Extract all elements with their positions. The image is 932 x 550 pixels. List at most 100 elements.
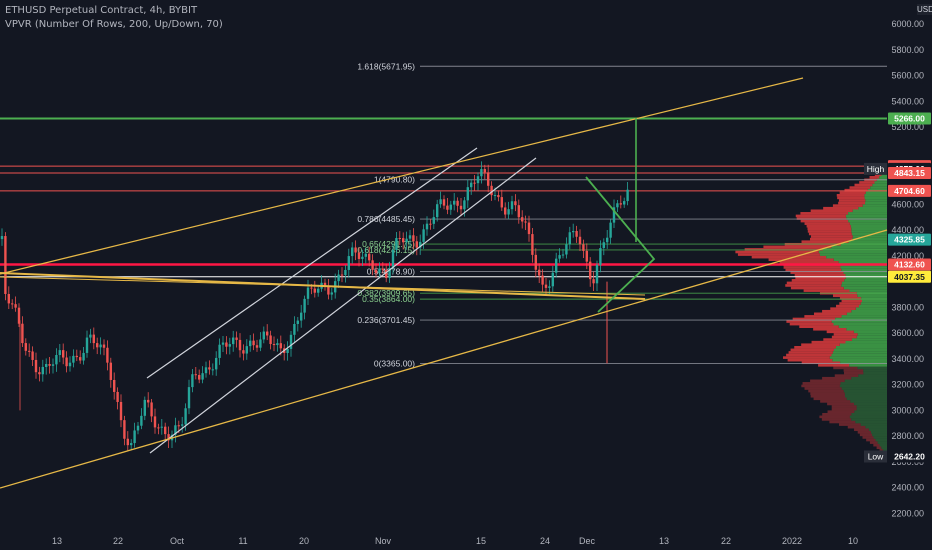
- vpvr-up-bar: [848, 240, 887, 243]
- price-badge-bg: [888, 258, 931, 271]
- vpvr-up-bar: [865, 201, 887, 205]
- time-tick-label: Nov: [375, 536, 392, 546]
- candle-body: [626, 189, 629, 202]
- candle-body: [459, 205, 463, 210]
- candle-body: [568, 232, 571, 245]
- candle-body: [187, 387, 191, 409]
- vpvr-up-bar: [864, 194, 887, 197]
- vpvr-down-bar: [843, 369, 864, 372]
- wedge-lower: [0, 229, 888, 489]
- candle-body: [398, 237, 401, 239]
- time-tick-label: 11: [238, 536, 247, 546]
- price-badge-tag: Low: [868, 451, 884, 461]
- time-tick-label: 13: [659, 536, 669, 546]
- vpvr-down-bar: [779, 260, 839, 264]
- vpvr-down-bar: [879, 449, 883, 452]
- candle-body: [351, 247, 354, 257]
- candle-body: [211, 369, 214, 371]
- candle-body: [245, 346, 248, 354]
- fib-level-label: 0.35(3864.00): [362, 294, 415, 304]
- price-tick-label: 3400.00: [891, 354, 924, 364]
- vpvr-down-bar: [831, 407, 857, 411]
- vpvr-down-bar: [876, 446, 882, 450]
- candle-body: [330, 292, 333, 295]
- vpvr-up-bar: [873, 436, 887, 439]
- candle-body: [582, 244, 585, 251]
- time-axis-panel: [0, 532, 887, 550]
- vpvr-up-bar: [858, 206, 887, 210]
- vpvr-down-bar: [783, 356, 830, 359]
- price-tick-label: 3600.00: [891, 328, 924, 338]
- vpvr-up-bar: [872, 433, 887, 437]
- candle-body: [174, 425, 177, 435]
- price-tick-label: 5400.00: [891, 96, 924, 106]
- currency-label: USD: [917, 4, 932, 15]
- vpvr-down-bar: [862, 436, 874, 439]
- candle-body: [575, 230, 578, 237]
- vpvr-down-bar: [859, 433, 873, 437]
- candle-body: [79, 357, 82, 361]
- vpvr-down-bar: [830, 307, 856, 310]
- candle-body: [276, 343, 279, 346]
- vpvr-down-bar: [832, 294, 858, 298]
- vpvr-up-bar: [852, 209, 887, 213]
- candle-body: [133, 430, 136, 444]
- vpvr-down-bar: [839, 191, 866, 195]
- candle-body: [119, 401, 123, 421]
- price-badge-bg: [888, 270, 931, 283]
- vpvr-down-bar: [866, 438, 876, 442]
- fib-level-label: 0.5(4078.90): [367, 266, 415, 276]
- candle-body: [150, 402, 153, 417]
- vpvr-down-bar: [787, 358, 833, 362]
- vpvr-up-bar: [879, 443, 887, 447]
- candle-body: [51, 364, 55, 366]
- vpvr-down-bar: [838, 199, 866, 202]
- candle-body: [218, 344, 221, 358]
- vpvr-up-bar: [833, 322, 887, 326]
- fib-level-label: 0.382(3909.65): [357, 288, 415, 298]
- vpvr-up-bar: [870, 431, 887, 434]
- candle-body: [266, 331, 269, 336]
- time-tick-label: 2022: [782, 536, 802, 546]
- vpvr-up-bar: [845, 273, 887, 277]
- price-tick-label: 4200.00: [891, 251, 924, 261]
- vpvr-up-bar: [850, 224, 887, 228]
- price-tick-label: 2200.00: [891, 508, 924, 518]
- vpvr-up-bar: [831, 353, 887, 357]
- vpvr-down-bar: [827, 402, 855, 406]
- vpvr-up-bar: [849, 364, 887, 367]
- trend-drawings: [0, 77, 888, 489]
- candle-body: [510, 201, 514, 210]
- candle-body: [612, 207, 616, 223]
- candle-body: [130, 443, 133, 446]
- time-tick-label: 24: [540, 536, 550, 546]
- vpvr-up-bar: [857, 366, 887, 370]
- candle-body: [313, 288, 316, 293]
- candle-body: [374, 269, 378, 274]
- vpvr-down-bar: [809, 237, 853, 241]
- vpvr-up-bar: [852, 237, 887, 241]
- candle-body: [599, 248, 602, 265]
- ascending-channel-upper: [146, 147, 478, 379]
- vpvr-up-bar: [850, 400, 887, 403]
- candle-body: [544, 284, 548, 288]
- vpvr-down-bar: [869, 175, 880, 179]
- vpvr-down-bar: [810, 209, 853, 213]
- time-axis[interactable]: 13 22 Oct 11 20 Nov 15 24 Dec 13 22 2022 10: [52, 536, 858, 546]
- vpvr-up-bar: [840, 361, 887, 365]
- vpvr-up-bar: [832, 358, 887, 362]
- vpvr-down-bar: [810, 235, 853, 238]
- candle-body: [160, 426, 163, 428]
- candle-body: [4, 236, 7, 294]
- candle-body: [364, 253, 367, 257]
- candle-body: [34, 359, 38, 373]
- vpvr-up-bar: [832, 351, 887, 354]
- vpvr-up-bar: [851, 338, 887, 341]
- vpvr-up-bar: [853, 330, 887, 334]
- candle-body: [419, 241, 422, 248]
- candle-body: [198, 374, 201, 380]
- candle-body: [228, 344, 231, 347]
- vpvr-up-bar: [848, 212, 887, 215]
- candle-body: [585, 250, 588, 262]
